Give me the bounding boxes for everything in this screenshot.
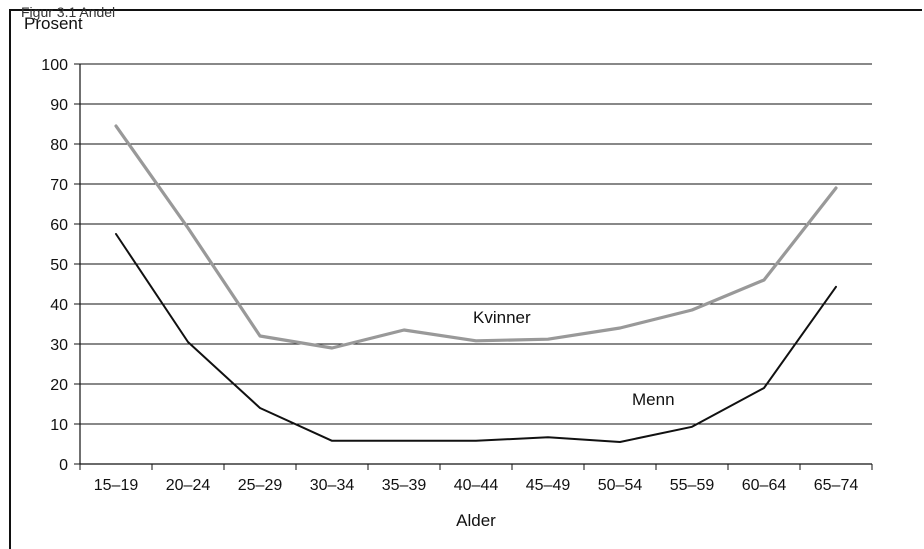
x-tick-label-1: 20–24 [166, 477, 211, 494]
x-tick-label-5: 40–44 [454, 477, 499, 494]
y-tick-label-90: 90 [50, 97, 68, 114]
y-tick-label-40: 40 [50, 297, 68, 314]
y-tick-label-50: 50 [50, 257, 68, 274]
y-tick-label-70: 70 [50, 177, 68, 194]
y-tick-labels: 0 10 20 30 40 50 60 70 80 90 100 [41, 57, 68, 474]
y-tick-label-80: 80 [50, 137, 68, 154]
x-tick-label-4: 35–39 [382, 477, 427, 494]
series-label-menn: Menn [632, 390, 675, 409]
x-tick-label-8: 55–59 [670, 477, 715, 494]
x-tick-label-3: 30–34 [310, 477, 355, 494]
y-tick-label-30: 30 [50, 337, 68, 354]
x-tick-labels: 15–19 20–24 25–29 30–34 35–39 40–44 45–49 50–54… [94, 477, 859, 494]
x-tick-label-6: 45–49 [526, 477, 571, 494]
figure-caption: Figur 3.1 Andel [21, 4, 116, 20]
gridlines [80, 63, 872, 425]
x-tick-label-9: 60–64 [742, 477, 787, 494]
series-line-kvinner [114, 124, 838, 350]
y-tick-label-20: 20 [50, 377, 68, 394]
y-tick-label-100: 100 [41, 57, 68, 74]
y-tick-label-0: 0 [59, 457, 68, 474]
series-lines [114, 124, 838, 443]
x-tick-label-2: 25–29 [238, 477, 283, 494]
series-line-menn [115, 233, 837, 443]
y-tick-label-60: 60 [50, 217, 68, 234]
series-label-kvinner: Kvinner [473, 308, 531, 327]
x-tick-label-10: 65–74 [814, 477, 859, 494]
y-tick-label-10: 10 [50, 417, 68, 434]
axes [74, 63, 873, 470]
x-axis-title: Alder [456, 511, 496, 530]
y-axis-title: Prosent [24, 14, 83, 33]
chart-frame: Figur 3.1 Andel [9, 4, 922, 549]
x-tick-label-7: 50–54 [598, 477, 643, 494]
x-tick-label-0: 15–19 [94, 477, 139, 494]
